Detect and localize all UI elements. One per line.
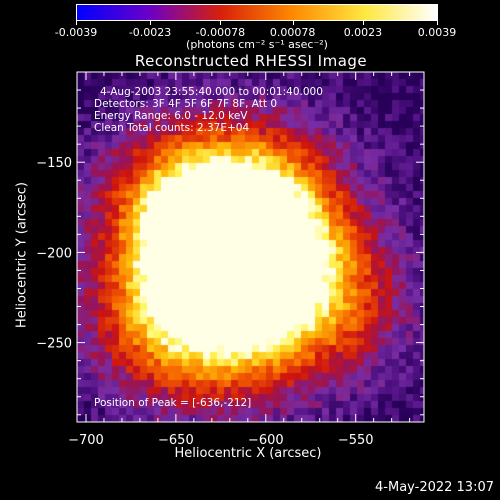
x-tick-label: −550: [338, 433, 374, 448]
colorbar-units: (photons cm⁻² s⁻¹ asec⁻²): [186, 38, 328, 51]
colorbar-tick-label: -0.0039: [54, 26, 98, 39]
colorbar-tick: [292, 21, 294, 25]
peak-position-label: Position of Peak = [-636,-212]: [94, 397, 252, 409]
info-clean-counts: Clean Total counts: 2.37E+04: [94, 122, 250, 134]
colorbar-tick-label: -0.0023: [128, 26, 172, 39]
info-energy-range: Energy Range: 6.0 - 12.0 keV: [94, 110, 248, 122]
footer-date: 4-May-2022 13:07: [375, 480, 494, 495]
colorbar-tick: [437, 21, 438, 25]
colorbar-tick: [220, 21, 222, 25]
y-tick-label: −150: [36, 156, 72, 171]
colorbar: [76, 4, 438, 21]
x-axis-label: Heliocentric X (arcsec): [174, 446, 322, 461]
chart-title: Reconstructed RHESSI Image: [134, 52, 368, 70]
colorbar-tick-label: -0.00078: [195, 26, 246, 39]
colorbar-tick: [150, 21, 152, 25]
y-tick-label: −200: [36, 246, 72, 261]
x-tick-label: −700: [68, 433, 104, 448]
colorbar-tick: [362, 21, 364, 25]
y-tick-label: −250: [36, 337, 72, 352]
colorbar-tick-label: 0.0023: [343, 26, 383, 39]
y-axis-label: Heliocentric Y (arcsec): [14, 182, 30, 328]
colorbar-tick-label: 0.0039: [417, 26, 457, 39]
colorbar-tick: [76, 21, 77, 25]
colorbar-tick-label: 0.00078: [269, 26, 316, 39]
info-time-range: 4-Aug-2003 23:55:40.000 to 00:01:40.000: [100, 86, 323, 98]
info-detectors: Detectors: 3F 4F 5F 6F 7F 8F, Att 0: [94, 98, 278, 110]
